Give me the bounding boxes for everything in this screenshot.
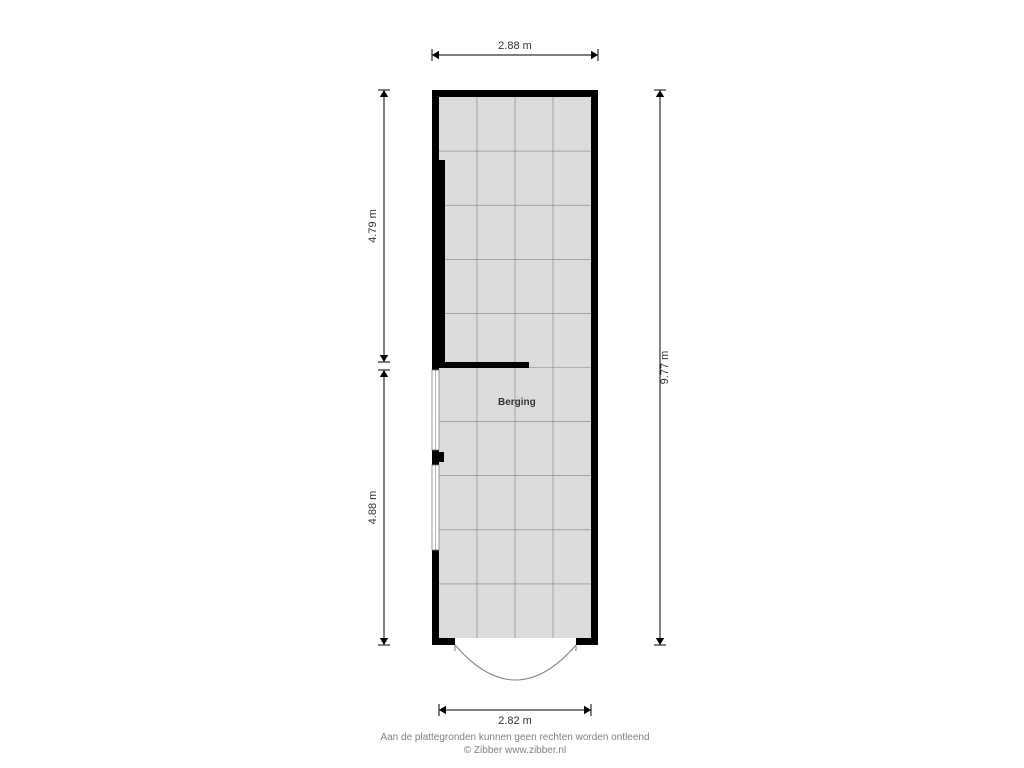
door-swing [455,645,576,680]
svg-text:2.88 m: 2.88 m [498,40,532,52]
room-label: Berging [498,397,536,408]
svg-text:4.88 m: 4.88 m [367,491,379,525]
footer-copyright: © Zibber www.zibber.nl [464,745,566,756]
svg-text:9.77 m: 9.77 m [659,351,671,385]
svg-text:2.82 m: 2.82 m [498,715,532,727]
floor-plan-canvas: Berging 2.88 m 2.82 m 9.77 m 4.79 m 4.88 m A… [0,0,1024,768]
footer-disclaimer: Aan de plattegronden kunnen geen rechten… [380,732,649,743]
svg-text:4.79 m: 4.79 m [367,209,379,243]
